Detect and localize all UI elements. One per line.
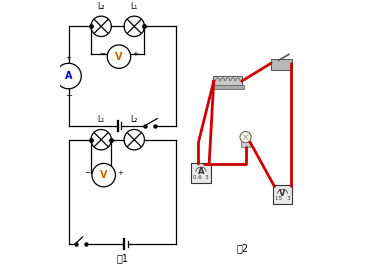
Text: +: + [117,169,123,176]
Text: V: V [279,189,286,198]
Circle shape [240,132,251,143]
Text: −: − [65,91,72,100]
Text: V: V [115,52,123,62]
FancyBboxPatch shape [270,60,292,70]
Circle shape [107,45,131,68]
Circle shape [92,163,116,187]
Circle shape [56,63,81,89]
Text: L₂: L₂ [98,2,105,11]
Text: L₁: L₁ [98,115,105,124]
Text: +: + [65,55,71,61]
Text: A: A [65,71,72,81]
Text: 图2: 图2 [237,243,249,253]
Text: 图1: 图1 [116,253,128,263]
Text: L₂: L₂ [131,115,138,124]
Text: −: − [99,51,105,57]
Text: +: + [133,51,139,57]
FancyBboxPatch shape [191,163,211,183]
FancyBboxPatch shape [241,142,250,147]
Text: 15   3: 15 3 [275,196,290,201]
FancyBboxPatch shape [273,185,292,204]
FancyBboxPatch shape [212,85,243,89]
FancyBboxPatch shape [213,76,242,86]
Text: V: V [100,170,107,180]
Text: L₁: L₁ [131,2,138,11]
Text: 0.6  3: 0.6 3 [193,175,209,180]
Text: −: − [84,169,90,176]
Text: A: A [198,167,204,176]
